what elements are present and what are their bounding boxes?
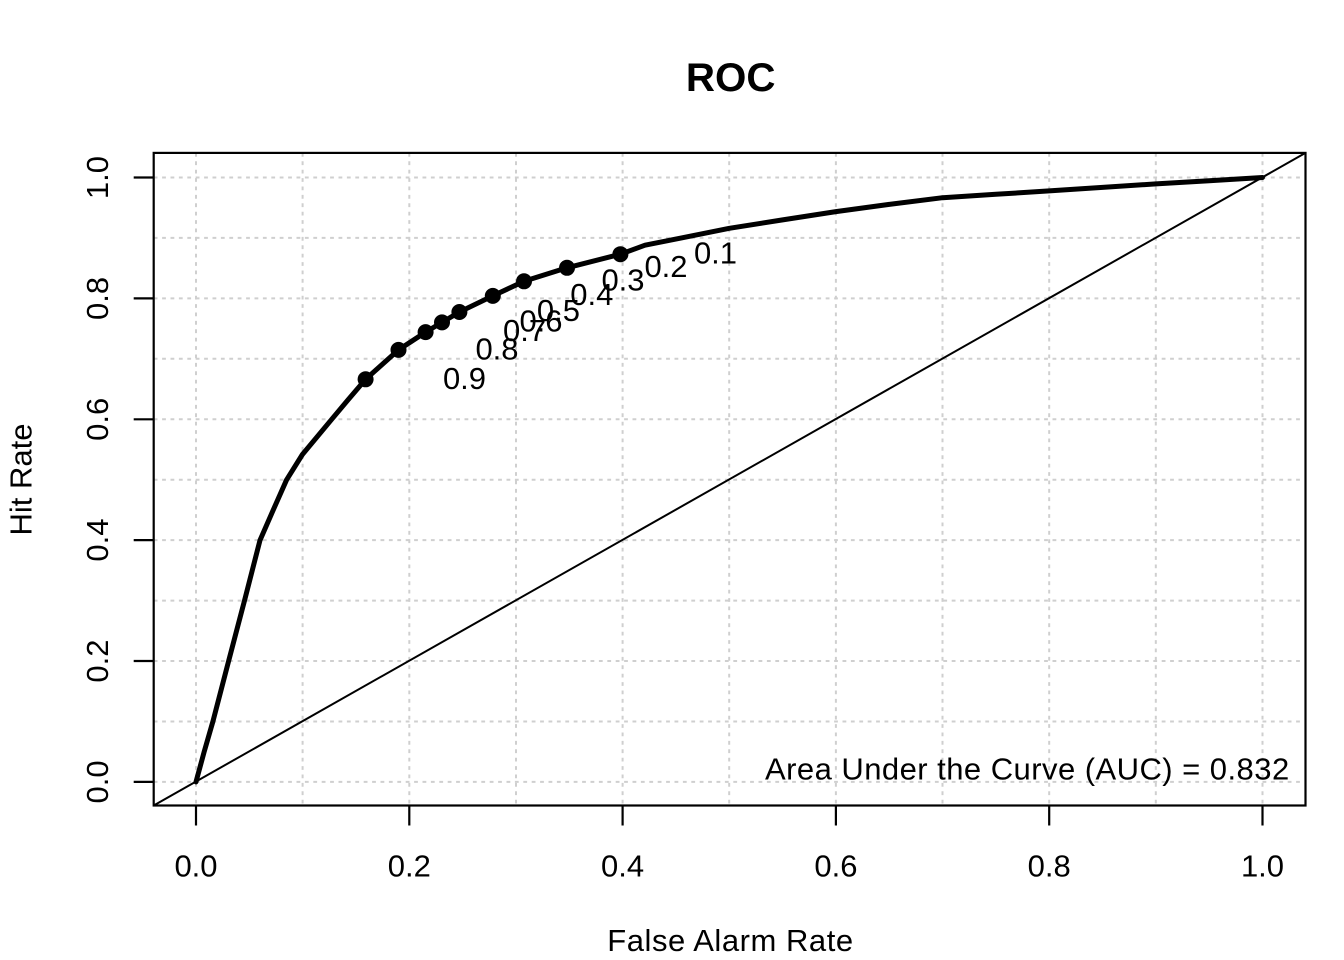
svg-text:0.3: 0.3 [601, 263, 644, 298]
svg-text:0.5: 0.5 [537, 293, 580, 328]
svg-text:0.0: 0.0 [174, 848, 217, 883]
svg-text:0.4: 0.4 [601, 848, 644, 883]
svg-text:0.1: 0.1 [694, 236, 737, 271]
svg-text:0.4: 0.4 [80, 519, 115, 562]
svg-text:0.2: 0.2 [644, 249, 687, 284]
svg-text:1.0: 1.0 [80, 156, 115, 199]
svg-text:0.6: 0.6 [80, 398, 115, 441]
svg-text:ROC: ROC [686, 55, 776, 100]
svg-text:0.9: 0.9 [443, 361, 486, 396]
svg-text:0.2: 0.2 [388, 848, 431, 883]
svg-text:Hit Rate: Hit Rate [3, 424, 38, 536]
svg-text:0.2: 0.2 [80, 639, 115, 682]
svg-text:1.0: 1.0 [1241, 848, 1284, 883]
svg-text:0.6: 0.6 [519, 304, 562, 339]
svg-text:False Alarm Rate: False Alarm Rate [607, 923, 853, 958]
svg-text:0.7: 0.7 [503, 313, 546, 348]
svg-text:0.0: 0.0 [80, 760, 115, 803]
svg-text:0.8: 0.8 [80, 277, 115, 320]
svg-text:0.8: 0.8 [475, 332, 518, 367]
svg-text:0.4: 0.4 [570, 277, 613, 312]
svg-text:0.8: 0.8 [1028, 848, 1071, 883]
svg-text:Area Under the Curve (AUC) = 0: Area Under the Curve (AUC) = 0.832 [765, 752, 1289, 787]
svg-text:0.6: 0.6 [814, 848, 857, 883]
